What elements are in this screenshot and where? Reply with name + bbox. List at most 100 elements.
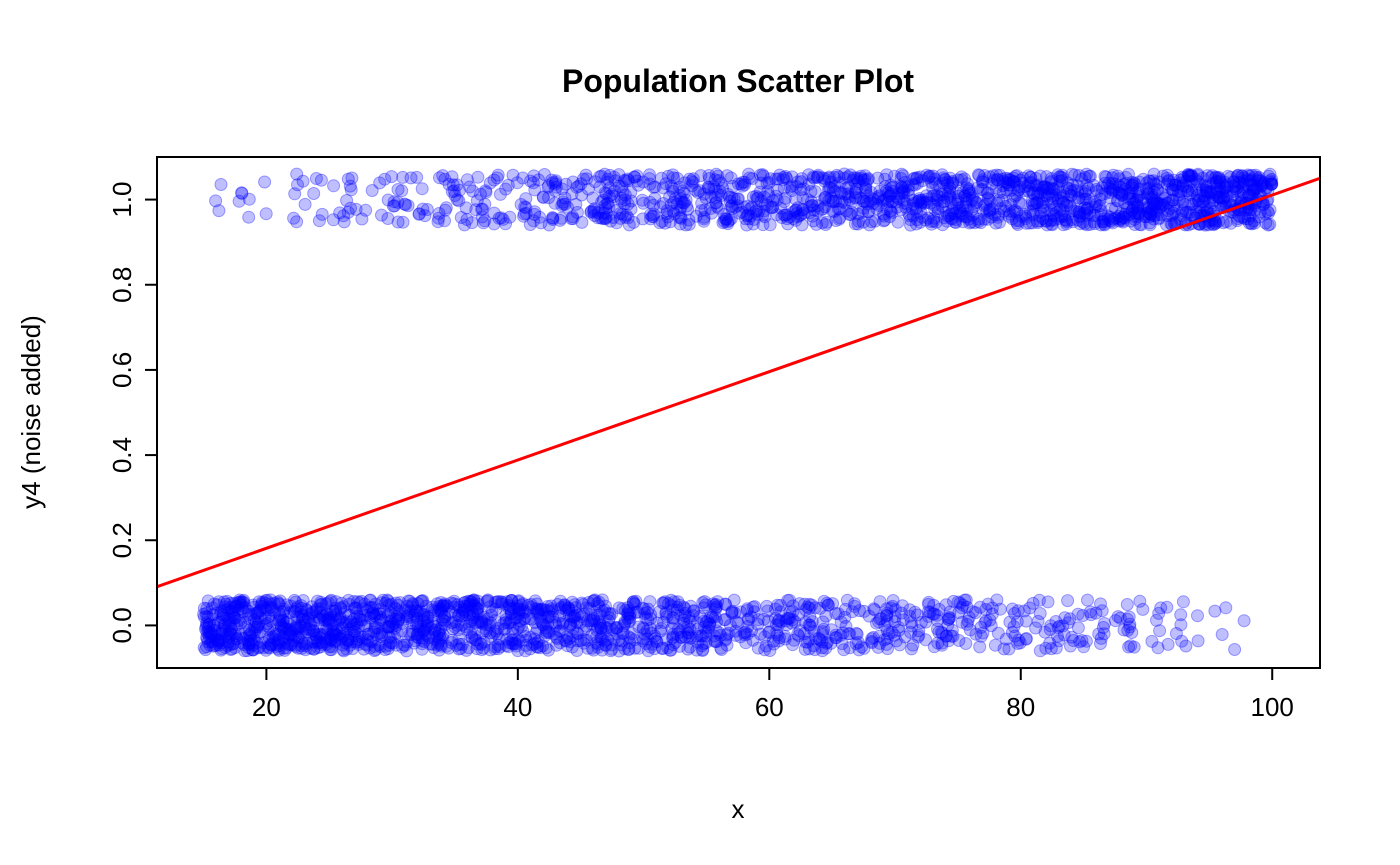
data-point (1158, 192, 1172, 205)
data-point (410, 604, 423, 618)
data-point (1152, 606, 1166, 620)
data-point (727, 593, 741, 607)
data-point (1181, 184, 1195, 198)
data-point (921, 605, 935, 619)
data-point (889, 634, 903, 648)
data-point (209, 194, 223, 208)
data-point (406, 598, 420, 612)
data-point (1075, 185, 1089, 199)
data-point (1109, 202, 1122, 215)
data-point (1182, 169, 1196, 182)
data-point (1122, 192, 1136, 206)
data-point (197, 641, 211, 655)
data-point (385, 170, 399, 184)
data-point (1059, 213, 1073, 227)
data-point (753, 185, 767, 199)
data-point (878, 180, 892, 194)
data-point (605, 638, 619, 652)
data-point (980, 186, 994, 200)
data-point (1031, 214, 1044, 228)
data-point (906, 209, 920, 223)
data-point (566, 629, 580, 643)
data-point (514, 198, 528, 211)
data-point (931, 622, 944, 636)
data-point (1259, 216, 1273, 230)
data-point (852, 643, 866, 657)
data-point (813, 633, 827, 647)
data-point (566, 210, 580, 224)
data-point (215, 627, 229, 641)
data-point (351, 620, 365, 634)
data-point (499, 608, 513, 622)
data-point (1056, 619, 1070, 633)
data-point (432, 211, 446, 225)
data-point (306, 623, 320, 637)
data-point (1044, 172, 1058, 186)
data-point (863, 218, 876, 232)
data-point (960, 177, 974, 191)
data-point (1131, 210, 1145, 224)
data-point (334, 602, 348, 616)
data-point (702, 172, 716, 185)
data-point (1063, 612, 1077, 626)
data-point (603, 168, 617, 182)
data-point (802, 168, 816, 182)
data-point (506, 626, 520, 640)
data-point (959, 637, 973, 650)
data-point (622, 643, 635, 657)
data-point (1230, 214, 1244, 228)
data-point (1033, 644, 1047, 658)
data-point (952, 606, 966, 619)
data-point (579, 619, 593, 633)
data-point (1080, 167, 1093, 181)
data-point (1151, 641, 1165, 655)
data-point (1180, 184, 1194, 198)
data-point (261, 640, 275, 654)
data-point (783, 611, 797, 625)
data-point (780, 618, 794, 632)
data-point (1209, 216, 1223, 230)
points-layer (197, 167, 1279, 658)
x-tick-label: 100 (1251, 692, 1294, 722)
data-point (838, 610, 852, 624)
data-point (1037, 192, 1051, 206)
data-point (881, 195, 895, 209)
data-point (491, 638, 505, 652)
data-point (541, 611, 555, 625)
data-point (596, 212, 610, 225)
data-point (1128, 206, 1142, 220)
data-point (488, 614, 502, 628)
data-point (731, 616, 745, 630)
data-point (570, 626, 584, 640)
data-point (750, 192, 764, 206)
data-point (681, 626, 695, 640)
data-point (548, 184, 562, 198)
data-point (1089, 606, 1103, 620)
data-point (1053, 186, 1067, 200)
data-point (844, 207, 858, 221)
data-point (982, 192, 996, 206)
data-point (872, 198, 885, 212)
data-point (445, 185, 459, 199)
data-point (202, 630, 216, 644)
data-point (1160, 171, 1174, 185)
data-point (731, 192, 745, 206)
data-point (830, 168, 844, 182)
data-point (1209, 175, 1223, 189)
data-point (587, 202, 601, 216)
data-point (273, 594, 287, 608)
data-point (729, 615, 743, 629)
data-point (941, 618, 955, 632)
data-point (914, 196, 928, 210)
data-point (1122, 640, 1136, 654)
data-point (219, 597, 233, 611)
data-point (569, 197, 583, 211)
data-point (1096, 621, 1110, 634)
data-point (989, 181, 1003, 195)
data-point (919, 213, 932, 227)
data-point (824, 636, 838, 650)
data-point (1040, 170, 1053, 184)
data-point (214, 178, 228, 191)
data-point (1033, 607, 1047, 620)
data-point (1095, 188, 1109, 202)
